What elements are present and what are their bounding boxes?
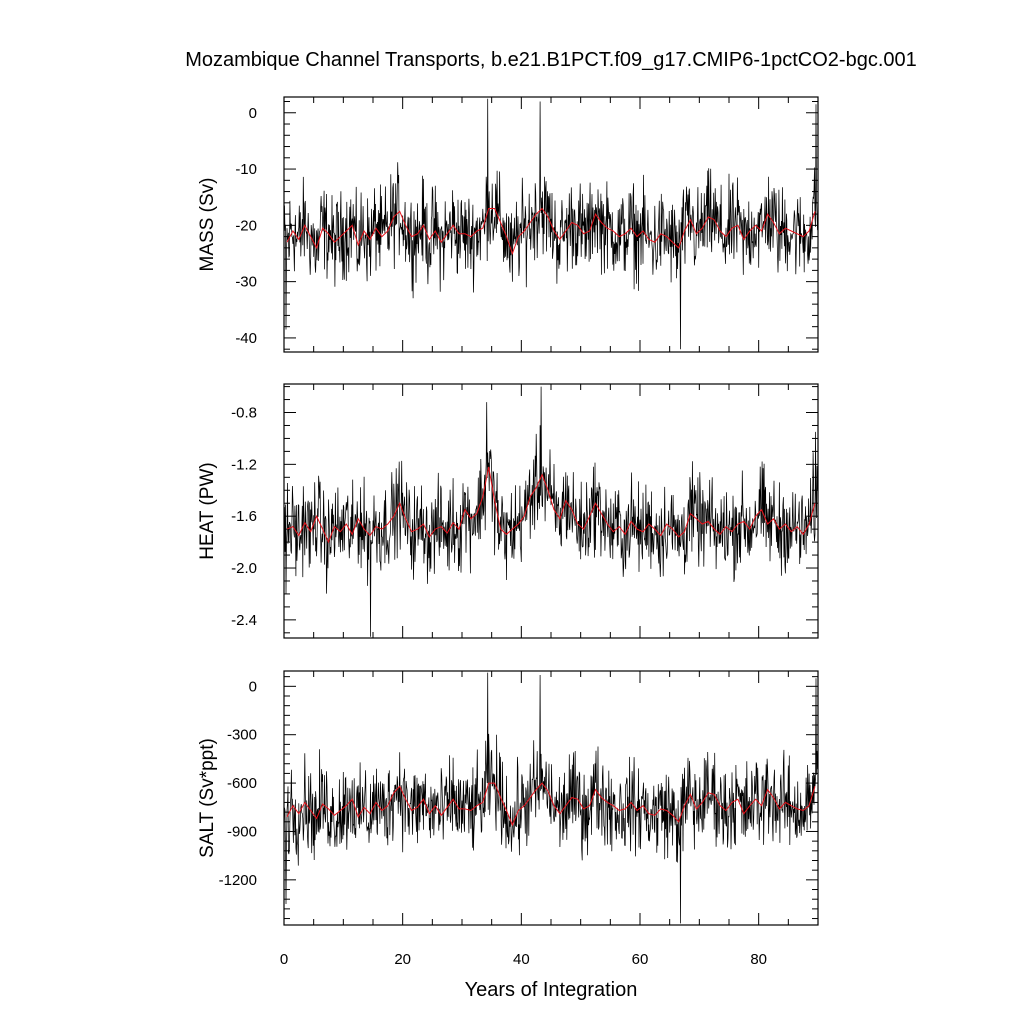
x-tick-label: 40 xyxy=(513,951,530,968)
annual-mean-series-salt xyxy=(286,782,816,827)
panel-mass: 0 -10 -20 -30 -40 MASS (Sv) xyxy=(197,96,819,353)
plot-frame-salt xyxy=(283,670,819,926)
y-tick-label-heat: -1.2 xyxy=(231,456,257,473)
y-axis-label-salt: SALT (Sv*ppt) xyxy=(197,738,218,858)
y-tick-label-salt: 0 xyxy=(249,678,257,695)
monthly-series-heat xyxy=(284,386,818,637)
plot-frame-mass xyxy=(283,96,819,353)
monthly-series-salt xyxy=(284,672,818,924)
y-tick-label-mass: -10 xyxy=(235,161,257,178)
x-tick-label: 80 xyxy=(750,951,767,968)
y-tick-label-salt: -600 xyxy=(227,775,257,792)
x-tick-label: 0 xyxy=(280,951,288,968)
chart-title: Mozambique Channel Transports, b.e21.B1P… xyxy=(185,49,917,71)
annual-mean-series-heat xyxy=(286,466,816,544)
x-axis-label: Years of Integration xyxy=(465,979,638,1001)
y-tick-label-heat: -1.6 xyxy=(231,508,257,525)
y-tick-label-mass: -30 xyxy=(235,274,257,291)
x-tick-label: 60 xyxy=(632,951,649,968)
y-tick-label-heat: -0.8 xyxy=(231,405,257,422)
y-tick-label-heat: -2.0 xyxy=(231,560,257,577)
y-axis-label-heat: HEAT (PW) xyxy=(197,462,218,559)
plot-frame-heat xyxy=(283,383,819,639)
y-tick-label-heat: -2.4 xyxy=(231,612,257,629)
panel-heat: -0.8 -1.2 -1.6 -2.0 -2.4 HEAT (PW) xyxy=(197,383,819,639)
annual-mean-series-mass xyxy=(286,207,816,256)
y-tick-label-mass: 0 xyxy=(249,105,257,122)
y-tick-label-salt: -900 xyxy=(227,823,257,840)
y-tick-label-mass: -40 xyxy=(235,330,257,347)
y-tick-label-mass: -20 xyxy=(235,217,257,234)
y-axis-label-mass: MASS (Sv) xyxy=(197,178,218,272)
panels-group: 0 -10 -20 -30 -40 MASS (Sv) -0.8 -1.2 -1.6 -2.0 -2… xyxy=(197,96,819,968)
y-tick-label-salt: -1200 xyxy=(219,872,257,889)
y-tick-label-salt: -300 xyxy=(227,727,257,744)
x-tick-label: 20 xyxy=(394,951,411,968)
